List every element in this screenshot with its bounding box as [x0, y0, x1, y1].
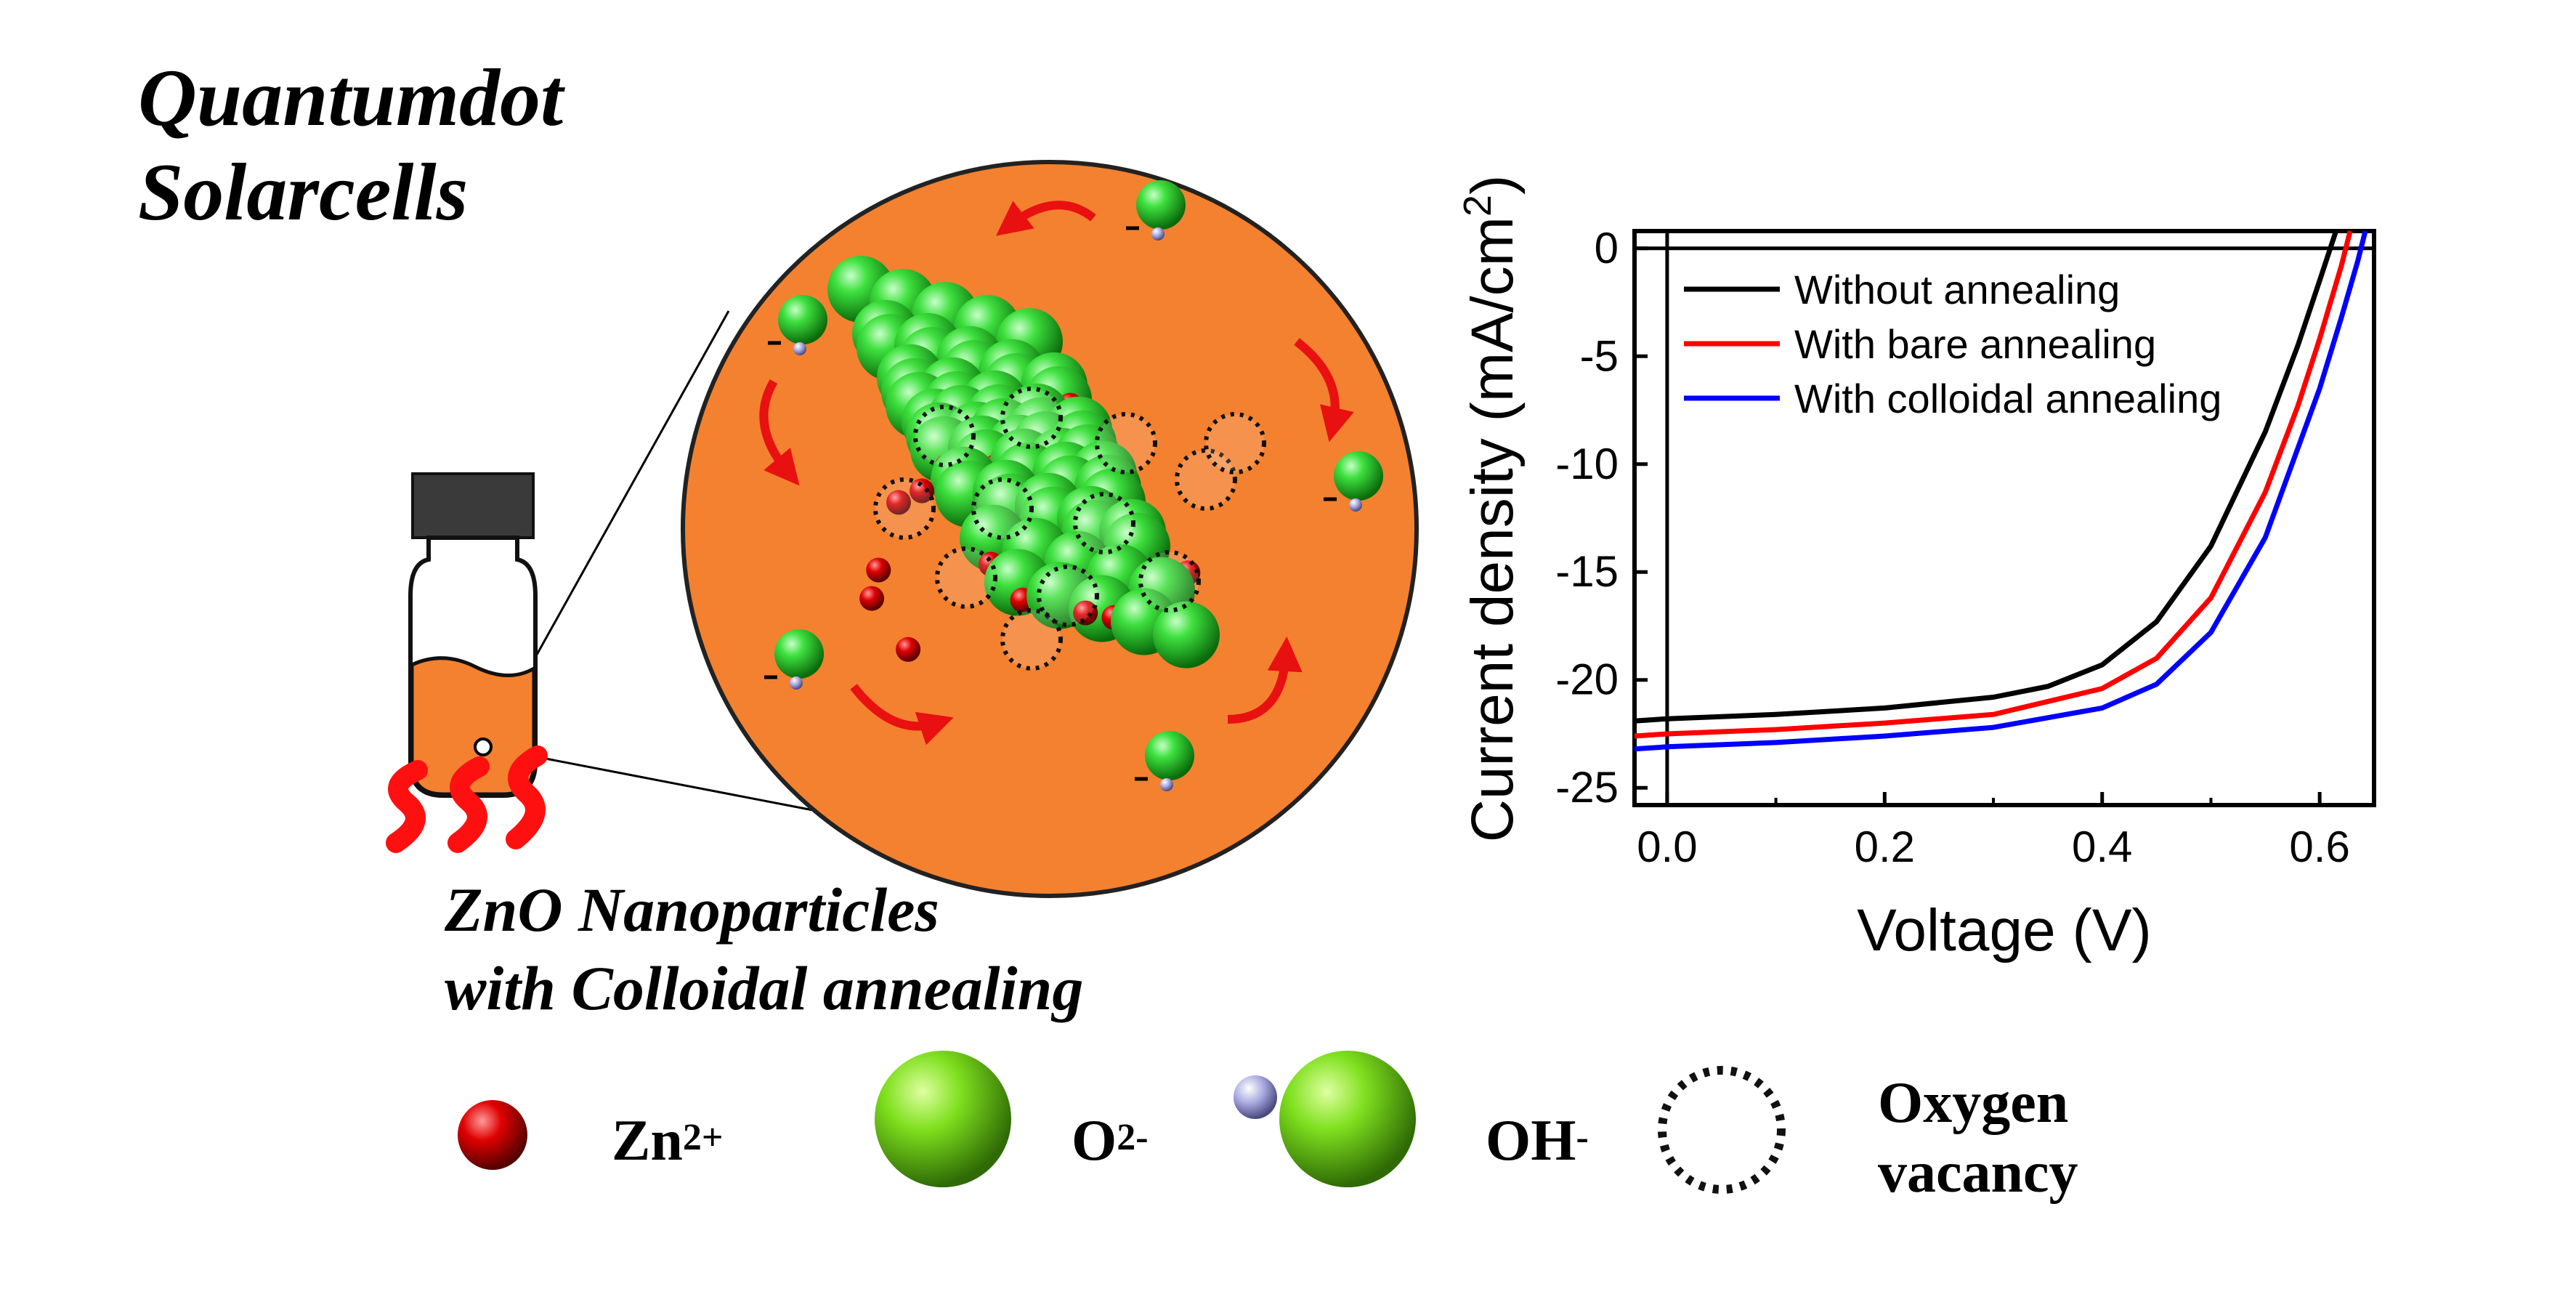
- hydroxide-ion-icon: [1279, 1051, 1416, 1187]
- oxygen-vacancy: [935, 546, 997, 609]
- y-tick-label: -10: [1555, 440, 1619, 488]
- legend-zn-label: Zn2+: [612, 1109, 724, 1173]
- oxygen-vacancy: [1138, 550, 1201, 613]
- title-line-2: Solarcells: [138, 148, 469, 238]
- zinc-atom: [886, 490, 911, 515]
- x-tick-label: 0.6: [2289, 823, 2349, 871]
- hydroxide-ions: [764, 180, 1383, 791]
- y-tick-label: -20: [1555, 655, 1619, 704]
- x-tick-label: 0.4: [2072, 823, 2132, 871]
- arrow-icon: [1294, 338, 1354, 443]
- oxygen-vacancy: [913, 405, 976, 467]
- oxygen-vacancy: [1037, 565, 1099, 627]
- oxygen-vacancy: [1000, 608, 1063, 671]
- oxygen-vacancy-icon: [1658, 1066, 1786, 1194]
- jv-chart: 0.0 0.2 0.4 0.6 0 -5 -10 -15 -20 -25 Without annea…: [1456, 175, 2376, 963]
- hydroxide-ion-icon: [1324, 451, 1383, 512]
- oxygen-ion-icon: [875, 1051, 1011, 1187]
- zno-nanoparticle-cluster: [827, 256, 1266, 671]
- zinc-atom: [866, 557, 891, 583]
- zinc-atom: [1073, 600, 1098, 626]
- series-line-3: [1634, 230, 2368, 752]
- hydroxide-ion-icon: [1135, 731, 1194, 791]
- legend-vacancy-label: Oxygen vacancy: [1878, 1071, 2078, 1205]
- plot-frame: [1632, 229, 2376, 807]
- legend-label-2: With bare annealing: [1794, 321, 2156, 367]
- oxygen-vacancy: [971, 477, 1034, 540]
- y-tick-label: -25: [1555, 763, 1619, 812]
- oxygen-vacancy: [1095, 412, 1157, 474]
- oxygen-vacancy: [1073, 492, 1135, 554]
- title-line-1: Quantumdot: [138, 53, 564, 143]
- figure-caption: ZnO Nanoparticles with Colloidal anneali…: [445, 870, 1083, 1027]
- y-tick-label: -5: [1580, 331, 1619, 380]
- vial-icon: [408, 472, 538, 798]
- zinc-atom: [910, 478, 934, 504]
- oxygen-vacancy: [1204, 412, 1266, 474]
- legend-oh-label: OH-: [1486, 1109, 1589, 1173]
- y-tick-label: 0: [1595, 224, 1619, 272]
- oxygen-vacancy: [1175, 448, 1237, 511]
- zinc-atom: [859, 586, 885, 611]
- arrow-icon: [759, 379, 800, 486]
- arrow-icon: [995, 201, 1096, 236]
- circulation-arrows: [759, 201, 1354, 745]
- hydroxide-ion-icon: [1126, 180, 1186, 241]
- series-line-1: [1634, 230, 2338, 724]
- hydroxide-ion-icon: [768, 295, 827, 355]
- oxygen-vacancy: [1000, 387, 1063, 449]
- legend-label-3: With colloidal annealing: [1794, 376, 2221, 421]
- x-tick-label: 0.0: [1637, 823, 1697, 871]
- hydroxide-ion-icon: [764, 629, 824, 690]
- y-tick-label: -15: [1555, 547, 1619, 596]
- zn-ion-icon: [458, 1100, 527, 1170]
- series-line-2: [1634, 230, 2353, 739]
- legend-label-1: Without annealing: [1794, 267, 2120, 312]
- x-axis-label: Voltage (V): [1857, 897, 2152, 963]
- y-axis-label: Current density (mA/cm2): [1456, 175, 1526, 843]
- oxygen-atom: [1153, 601, 1220, 668]
- arrow-icon: [850, 684, 954, 745]
- zoom-point-icon: [474, 738, 493, 756]
- hydrogen-atom-icon: [1234, 1075, 1277, 1119]
- caption-line-1: ZnO Nanoparticles: [445, 875, 939, 945]
- arrow-icon: [1227, 637, 1303, 724]
- legend-o-label: O2-: [1072, 1109, 1149, 1173]
- legend-symbols: [458, 1051, 1786, 1194]
- page-title: Quantumdot Solarcells: [138, 51, 563, 240]
- zinc-atom: [896, 637, 921, 662]
- heat-waves-icon: [386, 745, 548, 853]
- x-tick-label: 0.2: [1855, 823, 1915, 871]
- oxygen-vacancy: [873, 477, 936, 540]
- caption-line-2: with Colloidal annealing: [445, 953, 1084, 1023]
